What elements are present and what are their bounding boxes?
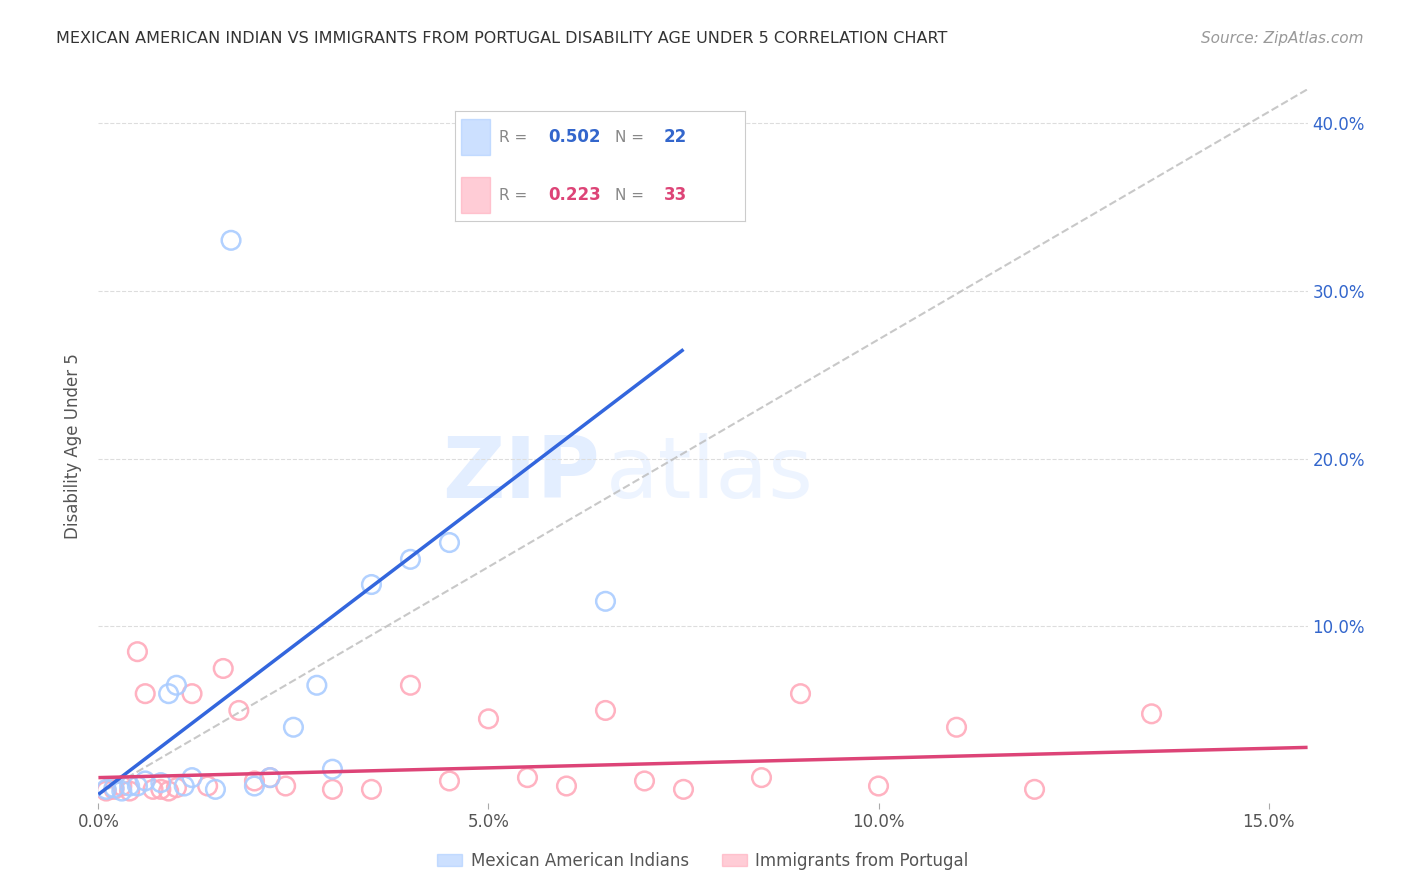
Point [103,780,125,795]
Point [165,678,187,692]
Point [516,771,538,785]
Point [868,779,890,793]
Point [118,779,141,793]
Point [212,661,235,675]
Text: ZIP: ZIP [443,433,600,516]
Point [96,784,118,798]
Point [321,782,343,797]
Point [945,720,967,734]
Point [633,774,655,789]
Point [672,782,695,797]
Point [595,594,617,608]
Point [228,703,250,717]
Point [595,703,617,717]
Point [321,762,343,776]
Point [149,775,172,789]
Point [181,771,204,785]
Point [127,779,149,793]
Legend: Mexican American Indians, Immigrants from Portugal: Mexican American Indians, Immigrants fro… [430,846,976,877]
Point [789,687,811,701]
Point [1140,706,1163,721]
Point [173,779,195,793]
Point [157,784,180,798]
Point [477,712,499,726]
Point [399,678,422,692]
Point [134,687,156,701]
Point [259,771,281,785]
Point [283,720,305,734]
Point [243,774,266,789]
Point [197,779,219,793]
Point [103,782,125,797]
Point [360,577,382,591]
Point [555,779,578,793]
Point [157,687,180,701]
Point [439,535,461,549]
Point [305,678,328,692]
Point [360,782,382,797]
Point [274,779,297,793]
Point [111,784,134,798]
Point [219,233,242,247]
Point [243,779,266,793]
Point [399,552,422,566]
Point [134,774,156,789]
Text: MEXICAN AMERICAN INDIAN VS IMMIGRANTS FROM PORTUGAL DISABILITY AGE UNDER 5 CORRE: MEXICAN AMERICAN INDIAN VS IMMIGRANTS FR… [56,31,948,46]
Point [165,780,187,795]
Point [149,782,172,797]
Y-axis label: Disability Age Under 5: Disability Age Under 5 [65,353,83,539]
Point [204,782,226,797]
Point [111,779,134,793]
Point [127,645,149,659]
Text: Source: ZipAtlas.com: Source: ZipAtlas.com [1201,31,1364,46]
Point [751,771,773,785]
Point [118,784,141,798]
Point [181,687,204,701]
Point [142,782,165,797]
Point [1024,782,1046,797]
Point [259,771,281,785]
Point [96,782,118,797]
Point [439,774,461,789]
Text: atlas: atlas [606,433,814,516]
